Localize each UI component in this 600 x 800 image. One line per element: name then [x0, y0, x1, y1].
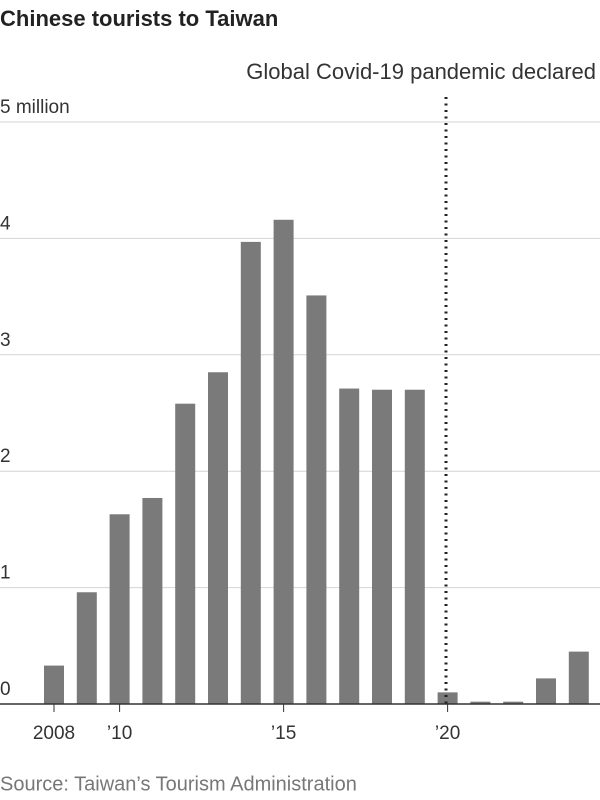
x-tick-label: ’20 [435, 723, 460, 744]
bar [339, 388, 360, 704]
bar [306, 295, 327, 704]
bar [208, 372, 228, 704]
y-tick-label: 3 [0, 330, 11, 351]
bar [175, 403, 196, 704]
y-tick-label: 2 [0, 446, 11, 467]
x-tick-label: ’10 [107, 723, 132, 744]
bar [568, 651, 589, 704]
bar [372, 389, 392, 704]
bar [44, 665, 64, 704]
bar [536, 678, 556, 704]
source: Source: Taiwan’s Tourism Administration [0, 773, 357, 795]
bar [142, 497, 163, 704]
chart-title: Chinese tourists to Taiwan [0, 6, 278, 31]
x-tick-label: ’15 [271, 723, 296, 744]
bar [470, 701, 491, 704]
y-tick-label: 0 [0, 679, 11, 700]
bar [437, 692, 458, 704]
y-tick-label: 4 [0, 213, 11, 234]
bar [76, 592, 97, 704]
x-tick-label: 2008 [33, 723, 75, 744]
y-tick-label: 1 [0, 563, 11, 584]
bar [273, 219, 294, 704]
bar [240, 241, 261, 704]
bar [109, 514, 130, 704]
annotation: Global Covid-19 pandemic declared [246, 59, 596, 84]
bar [404, 389, 425, 704]
bar [503, 701, 524, 704]
y-tick-label: 5 million [0, 97, 70, 118]
